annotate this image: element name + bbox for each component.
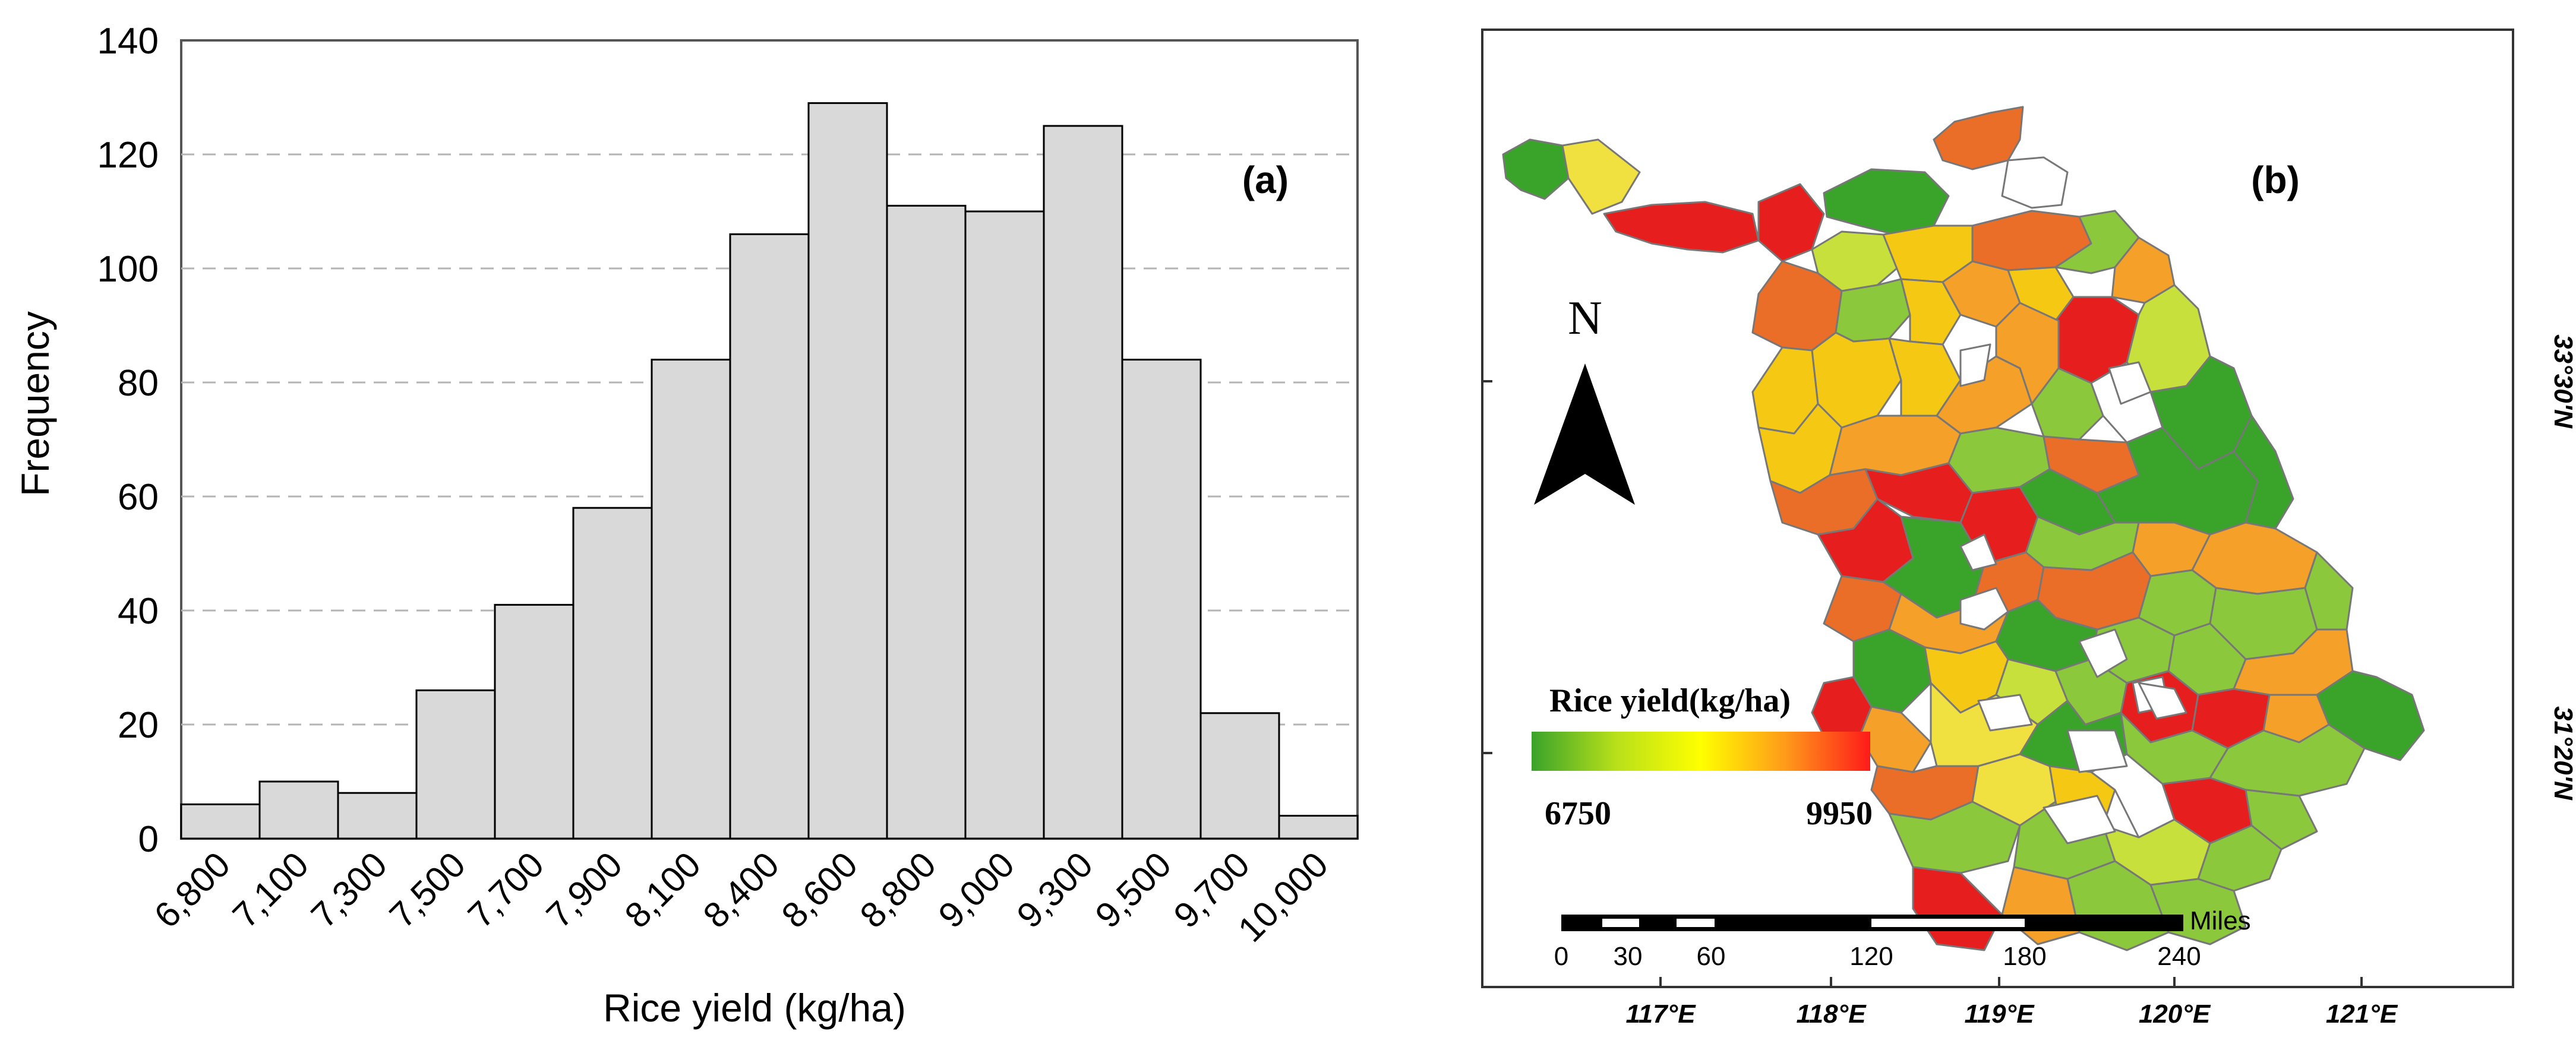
scale-bar-unit: Miles (2190, 906, 2251, 935)
histogram-bar (572, 507, 653, 840)
histogram-bar (1043, 125, 1123, 840)
y-tick-label: 80 (118, 363, 159, 404)
histogram-bar (807, 102, 888, 840)
histogram-bar (729, 233, 810, 840)
histogram-bar (651, 359, 731, 840)
region (2001, 156, 2069, 209)
region (1959, 343, 1991, 387)
histogram-bar (337, 792, 418, 840)
x-tick-label: 7,500 (382, 844, 473, 936)
region (2066, 729, 2128, 773)
longitude-label: 119°E (1964, 999, 2035, 1029)
x-tick-label: 7,300 (304, 844, 395, 936)
latitude-label: 33°30'N (2549, 334, 2576, 429)
x-tick-label: 9,000 (931, 844, 1022, 936)
y-tick-label: 100 (97, 249, 159, 290)
north-arrow-letter: N (1568, 292, 1602, 344)
legend: Rice yield(kg/ha) 6750 9950 (1532, 682, 1873, 832)
x-tick-label: 9,500 (1088, 844, 1179, 936)
histogram-bar (1121, 359, 1202, 840)
x-tick-label: 8,800 (853, 844, 944, 936)
scale-bar-label: 0 (1554, 942, 1568, 971)
x-tick-label: 8,400 (696, 844, 787, 936)
x-tick-label: 7,700 (460, 844, 552, 936)
region (2108, 361, 2152, 405)
region (1603, 201, 1760, 254)
y-tick-label: 0 (138, 819, 159, 860)
scale-bar-label: 180 (2003, 942, 2046, 971)
frame-ticks (1482, 380, 2363, 987)
region (2043, 795, 2116, 844)
legend-max-label: 9950 (1806, 795, 1873, 832)
region (2138, 682, 2187, 720)
region (1959, 533, 1997, 571)
region (2054, 210, 2140, 274)
x-tick-label: 6,800 (147, 844, 238, 936)
longitude-label: 121°E (2326, 999, 2398, 1029)
scale-bar-label: 120 (1849, 942, 1893, 971)
region (1959, 587, 2009, 631)
scale-bar: Miles 0 30 60 120 180 240 (1554, 906, 2251, 971)
scale-bar-label: 30 (1614, 942, 1643, 971)
north-arrow: N (1534, 292, 1635, 505)
scale-bar-segment (1677, 919, 1715, 927)
x-tick-label: 7,900 (539, 844, 630, 936)
scale-bar-label: 240 (2157, 942, 2201, 971)
x-tick-label: 9,300 (1009, 844, 1101, 936)
scale-bar-segment (1602, 919, 1639, 927)
county-regions (1502, 106, 2425, 951)
histogram-bar (180, 803, 261, 840)
y-tick-labels: 0 20 40 60 80 100 120 140 (97, 21, 159, 860)
region (2078, 628, 2128, 678)
x-tick-label: 10,000 (1230, 844, 1336, 950)
x-axis-title: Rice yield (kg/ha) (603, 986, 906, 1030)
y-axis-title: Frequency (13, 311, 57, 496)
histogram-bar (964, 210, 1045, 840)
longitude-label: 118°E (1796, 999, 1867, 1029)
legend-color-ramp (1532, 732, 1870, 771)
x-tick-label: 8,100 (617, 844, 709, 936)
longitude-label: 120°E (2139, 999, 2211, 1029)
latitude-label: 31°20'N (2549, 706, 2576, 801)
scale-bar-label: 60 (1697, 942, 1726, 971)
region (1561, 138, 1641, 215)
map-panel: N (b) Rice yield(kg/ha) 6750 9950 (1481, 29, 2576, 1029)
histogram-bars (180, 102, 1359, 840)
x-tick-labels: 6,8007,1007,3007,5007,7007,9008,1008,400… (147, 844, 1336, 950)
y-tick-label: 140 (97, 21, 159, 62)
x-tick-label: 8,600 (774, 844, 866, 936)
y-tick-label: 40 (118, 591, 159, 632)
histogram-bar (1278, 815, 1359, 840)
region (2233, 415, 2294, 530)
x-tick-label: 7,100 (225, 844, 317, 936)
y-tick-label: 120 (97, 135, 159, 176)
legend-min-label: 6750 (1545, 795, 1611, 832)
panel-label-b: (b) (2251, 159, 2300, 201)
histogram-bar (886, 204, 967, 840)
longitude-label: 117°E (1625, 999, 1696, 1029)
north-arrow-icon (1534, 363, 1635, 505)
region (1502, 138, 1570, 200)
histogram-bar (258, 780, 339, 840)
legend-title: Rice yield(kg/ha) (1549, 682, 1791, 719)
histogram-bar (1199, 712, 1280, 840)
y-tick-label: 60 (118, 477, 159, 518)
region (2304, 551, 2354, 631)
histogram-bar (494, 603, 574, 840)
scale-bar-segment (1871, 919, 2025, 927)
y-tick-label: 20 (118, 705, 159, 746)
panel-label-a: (a) (1242, 159, 1289, 201)
region (1977, 694, 2033, 732)
histogram-bar (415, 689, 496, 840)
